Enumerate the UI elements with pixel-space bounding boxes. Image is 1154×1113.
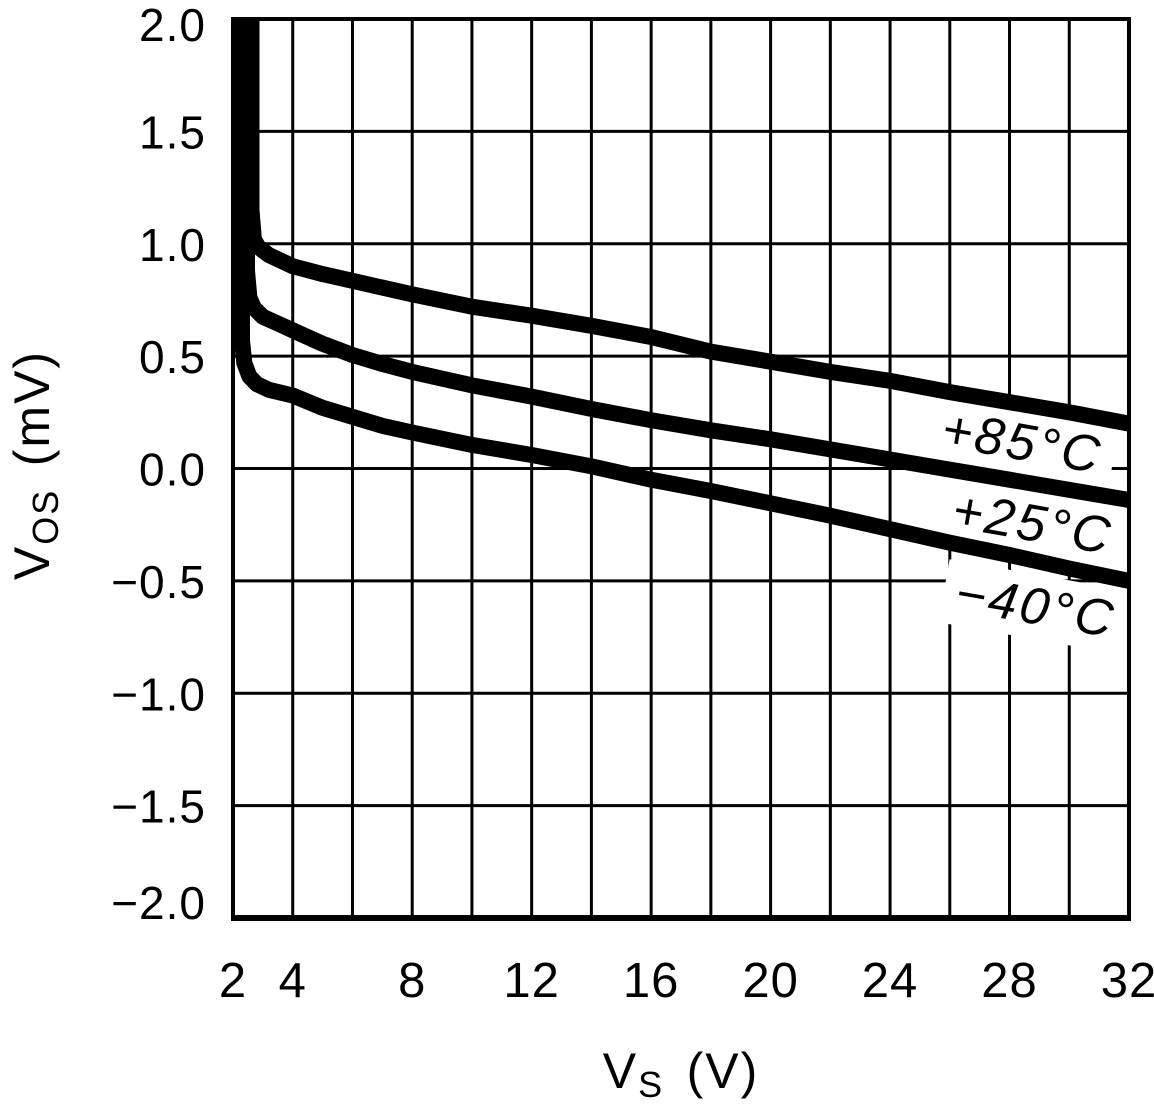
x-tick-label: 20 <box>742 954 799 1008</box>
x-axis-title-symbol: V <box>602 1043 639 1099</box>
y-tick-label: 0.0 <box>139 444 206 496</box>
curve-labels: +85°C+25°C−40°C <box>937 400 1120 649</box>
y-tick-label: 0.5 <box>139 331 206 383</box>
x-tick-label: 24 <box>862 954 919 1008</box>
curve-25c <box>239 19 1129 508</box>
y-tick-label: −0.5 <box>111 556 206 608</box>
x-axis-title-subscript: S <box>638 1063 665 1105</box>
x-tick-label: 32 <box>1101 954 1154 1008</box>
x-axis-title-unit: (V) <box>686 1043 760 1099</box>
y-axis-title-unit: (mV) <box>4 349 60 467</box>
x-tick-label: 28 <box>981 954 1038 1008</box>
y-axis-title-symbol: V <box>4 544 60 581</box>
y-tick-label: −1.5 <box>111 781 206 833</box>
x-tick-label: 4 <box>279 954 307 1008</box>
y-tick-label: −2.0 <box>111 877 206 929</box>
curve-m40c <box>234 19 1129 589</box>
y-tick-label: −1.0 <box>111 668 206 720</box>
y-tick-label: 2.0 <box>139 0 206 51</box>
x-axis-title: VS (V) <box>233 1042 1129 1105</box>
x-tick-label: 12 <box>503 954 560 1008</box>
y-tick-label: 1.0 <box>139 219 206 271</box>
x-tick-label: 16 <box>623 954 680 1008</box>
x-tick-label: 2 <box>219 954 247 1008</box>
y-axis-title-subscript: OS <box>24 488 66 545</box>
curve-label-mask <box>938 559 1133 655</box>
y-tick-label: 1.5 <box>139 106 206 158</box>
y-axis-title: VOS (mV) <box>3 235 66 695</box>
curve-85c <box>243 19 1129 432</box>
x-tick-label: 8 <box>398 954 426 1008</box>
curves <box>234 19 1129 589</box>
tick-labels: 2 4 8 12 16 20 24 28 32 2.0 1.5 1.0 0.5 0.0 −0.5 −1.0 −1… <box>111 0 1154 1008</box>
